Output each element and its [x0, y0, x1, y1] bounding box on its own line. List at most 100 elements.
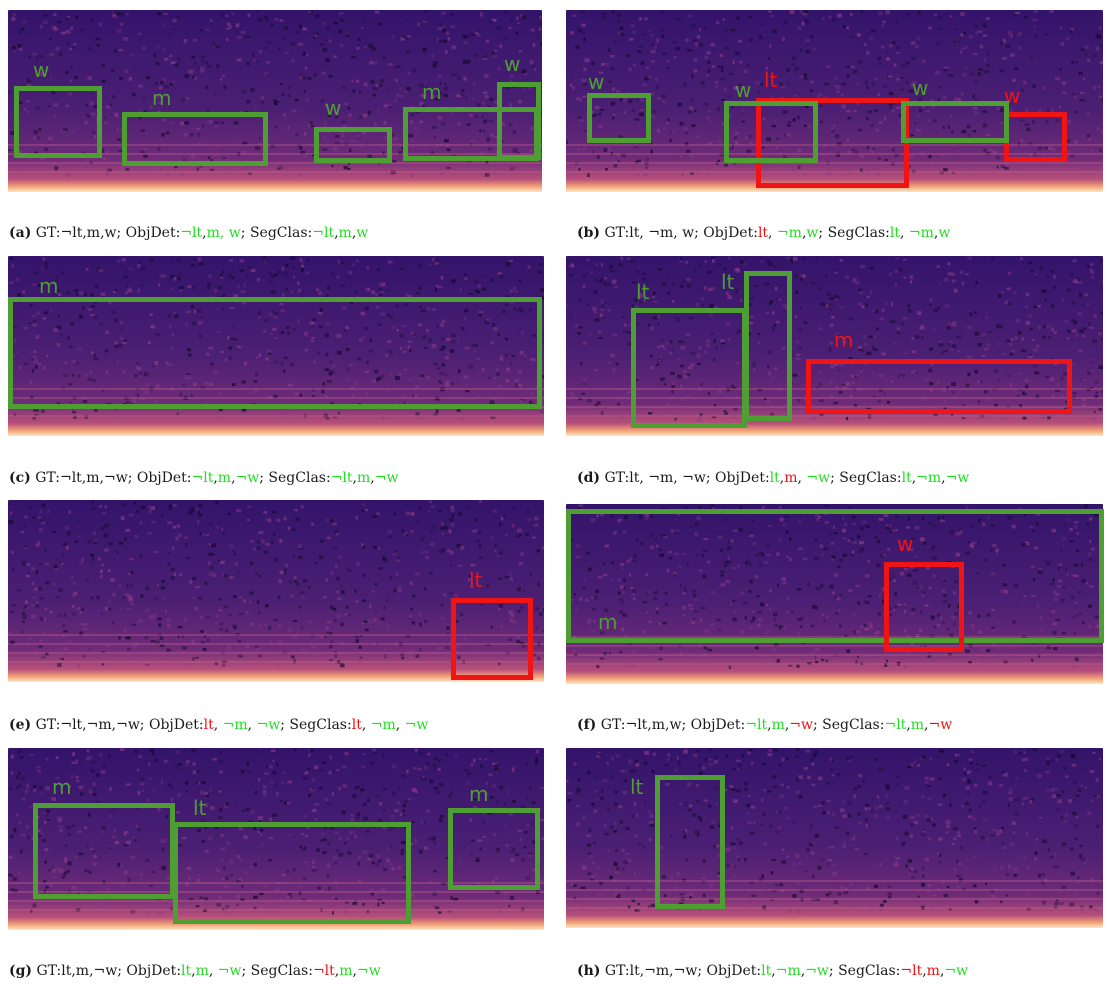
caption-g-segment: ,: [208, 963, 218, 979]
caption-h-segment: ¬lt: [900, 963, 923, 979]
caption-b-segment: lt: [757, 225, 769, 241]
detection-box-a2: [122, 112, 268, 166]
caption-d-segment: lt: [901, 470, 912, 486]
caption-c-segment: GT:¬lt,m,¬w; ObjDet:: [30, 470, 192, 486]
caption-g: (g) GT:lt,m,¬w; ObjDet:lt,m, ¬w; SegClas…: [9, 963, 381, 979]
detection-box-g3: [448, 808, 540, 890]
caption-e-segment: ¬m: [222, 717, 248, 733]
caption-f-segment: ,: [784, 717, 790, 733]
caption-f-segment: m: [771, 717, 785, 733]
caption-h: (h) GT:lt,¬m,¬w; ObjDet:lt,¬m,¬w; SegCla…: [577, 963, 968, 979]
caption-b-segment: ,: [768, 225, 777, 241]
caption-b-segment: ,: [899, 225, 909, 241]
caption-e-segment: ¬w: [404, 717, 429, 733]
spectrogram-f: [566, 504, 1103, 684]
box-label-b3: lt: [764, 68, 778, 92]
caption-b-segment: ,: [933, 225, 939, 241]
caption-h-segment: ,: [922, 963, 927, 979]
caption-c-segment: ,: [370, 470, 375, 486]
caption-c-segment: ,: [213, 470, 218, 486]
caption-g-segment: lt: [181, 963, 192, 979]
caption-g-segment: m: [195, 963, 209, 979]
caption-g-segment: ,: [191, 963, 196, 979]
caption-c-segment: ; SegClas:: [259, 470, 331, 486]
caption-f-segment: ¬lt: [884, 717, 907, 733]
box-label-a5: w: [504, 52, 521, 76]
caption-a-segment: ; SegClas:: [240, 225, 313, 241]
detection-box-h1: [655, 775, 725, 909]
caption-a-segment: (a): [9, 225, 32, 241]
caption-c-segment: ¬w: [374, 470, 399, 486]
caption-e-segment: lt: [351, 717, 362, 733]
box-label-b2: w: [735, 78, 752, 102]
spectrogram-g: [8, 748, 544, 930]
box-label-b4: w: [912, 76, 929, 100]
caption-c-segment: m: [217, 470, 232, 486]
box-label-d1: lt: [636, 280, 650, 304]
caption-e-segment: GT:¬lt,¬m,¬w; ObjDet:: [31, 717, 204, 733]
caption-f-segment: GT:¬lt,m,w; ObjDet:: [596, 717, 746, 733]
caption-a-segment: ,: [334, 225, 339, 241]
caption-d-segment: ,: [911, 470, 917, 486]
caption-b-segment: w: [938, 225, 951, 241]
box-label-e1: lt: [469, 568, 483, 592]
caption-f-segment: ,: [924, 717, 929, 733]
detection-box-a3: [314, 127, 392, 163]
caption-f-segment: ¬lt: [745, 717, 768, 733]
caption-d-segment: ¬w: [806, 470, 831, 486]
caption-f-segment: ,: [767, 717, 772, 733]
caption-d-segment: ¬w: [945, 470, 970, 486]
caption-d-segment: (d): [577, 470, 601, 486]
caption-g-segment: ; SegClas:: [241, 963, 313, 979]
caption-c-segment: ¬w: [235, 470, 260, 486]
caption-h-segment: ¬m: [775, 963, 801, 979]
caption-a-segment: w: [356, 225, 369, 241]
caption-a: (a) GT:¬lt,m,w; ObjDet:¬lt,m, w; SegClas…: [9, 225, 368, 241]
caption-e-segment: (e): [9, 717, 32, 733]
caption-g-segment: GT:lt,m,¬w; ObjDet:: [32, 963, 182, 979]
caption-d-segment: GT:lt, ¬m, ¬w; ObjDet:: [600, 470, 770, 486]
caption-b-segment: lt: [889, 225, 900, 241]
caption-g-segment: m: [339, 963, 353, 979]
box-label-a1: w: [33, 58, 50, 82]
caption-f: (f) GT:¬lt,m,w; ObjDet:¬lt,m,¬w; SegClas…: [577, 717, 952, 733]
caption-a-segment: m: [338, 225, 352, 241]
spectrogram-h: [566, 748, 1103, 928]
box-label-f1: m: [598, 610, 618, 634]
caption-d-segment: ,: [797, 470, 807, 486]
detection-box-b5: [1004, 112, 1067, 162]
caption-h-segment: ,: [939, 963, 945, 979]
caption-a-segment: m,: [206, 225, 225, 241]
detection-box-d2: [744, 271, 792, 421]
caption-f-segment: m: [910, 717, 925, 733]
caption-c-segment: (c): [9, 470, 31, 486]
caption-a-segment: w: [228, 225, 241, 241]
caption-a-segment: ,: [351, 225, 357, 241]
detection-box-b1: [587, 93, 651, 143]
caption-g-segment: ,: [334, 963, 340, 979]
spectrogram-texture: [566, 748, 1103, 928]
detection-box-b3: [756, 98, 909, 188]
caption-e-segment: ¬m: [370, 717, 396, 733]
spectrogram-texture: [8, 748, 544, 930]
box-label-g1: m: [52, 775, 72, 799]
caption-c-segment: ,: [352, 470, 357, 486]
caption-g-segment: ¬w: [217, 963, 242, 979]
box-label-h1: lt: [630, 775, 644, 799]
caption-h-segment: ¬w: [944, 963, 969, 979]
box-label-f2: w: [897, 532, 914, 556]
caption-a-segment: ¬lt: [312, 225, 335, 241]
caption-d-segment: ; SegClas:: [830, 470, 902, 486]
detection-box-g2: [173, 822, 411, 924]
caption-e-segment: ,: [361, 717, 371, 733]
caption-h-segment: lt: [761, 963, 772, 979]
detection-box-f1: [566, 509, 1104, 643]
caption-f-segment: ,: [906, 717, 911, 733]
detection-box-c1: [8, 297, 542, 409]
caption-f-segment: (f): [577, 717, 597, 733]
detection-box-b2: [724, 101, 818, 163]
detection-box-a1: [14, 86, 102, 158]
detection-box-d1: [631, 308, 747, 428]
caption-b-segment: w: [806, 225, 819, 241]
spectrogram-texture: [566, 256, 1103, 436]
